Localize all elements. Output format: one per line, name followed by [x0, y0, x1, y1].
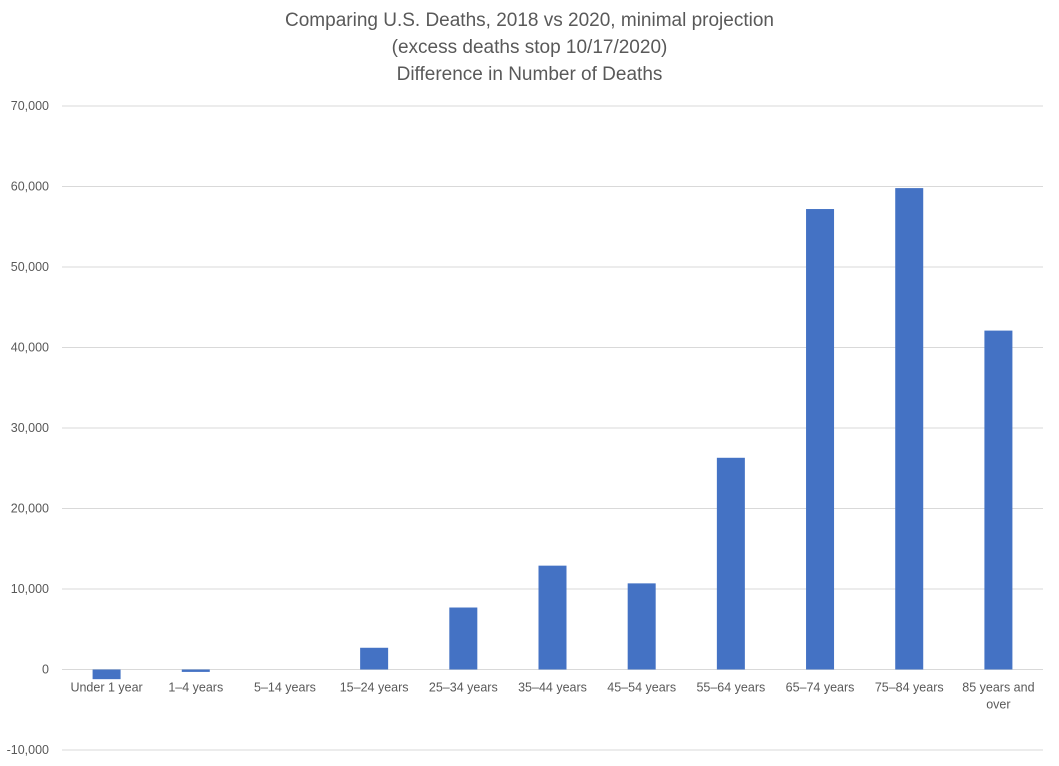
- chart-title-line-1: Comparing U.S. Deaths, 2018 vs 2020, min…: [285, 10, 774, 31]
- x-tick-label: 35–44 years: [518, 681, 587, 695]
- bar: [984, 330, 1013, 670]
- bar: [806, 209, 835, 670]
- y-tick-label: 30,000: [11, 421, 49, 435]
- bar: [895, 188, 924, 670]
- x-tick-label: 25–34 years: [429, 681, 498, 695]
- x-tick-label: 5–14 years: [254, 681, 316, 695]
- x-tick-label: 45–54 years: [607, 681, 676, 695]
- y-tick-label: 60,000: [11, 180, 49, 194]
- x-tick-label: Under 1 year: [70, 681, 142, 695]
- bar: [716, 457, 745, 670]
- x-tick-label: 85 years and: [962, 681, 1034, 695]
- chart-title-line-2: (excess deaths stop 10/17/2020): [391, 37, 668, 58]
- x-tick-label: 55–64 years: [696, 681, 765, 695]
- y-tick-label: 50,000: [11, 260, 49, 274]
- y-tick-label: 70,000: [11, 99, 49, 113]
- x-tick-label: 75–84 years: [875, 681, 944, 695]
- y-tick-label: 0: [42, 663, 49, 677]
- bar: [449, 607, 478, 670]
- x-tick-label: 15–24 years: [340, 681, 409, 695]
- bar: [360, 647, 389, 670]
- bar: [181, 669, 210, 672]
- x-tick-label: 65–74 years: [786, 681, 855, 695]
- y-tick-label: 40,000: [11, 341, 49, 355]
- y-tick-label: -10,000: [7, 743, 49, 757]
- bar: [92, 669, 121, 680]
- x-tick-label: 1–4 years: [168, 681, 223, 695]
- x-tick-label: over: [986, 698, 1010, 712]
- bar: [627, 583, 656, 670]
- bar: [538, 565, 567, 670]
- y-tick-label: 20,000: [11, 502, 49, 516]
- chart-title-line-3: Difference in Number of Deaths: [396, 64, 663, 85]
- y-tick-label: 10,000: [11, 582, 49, 596]
